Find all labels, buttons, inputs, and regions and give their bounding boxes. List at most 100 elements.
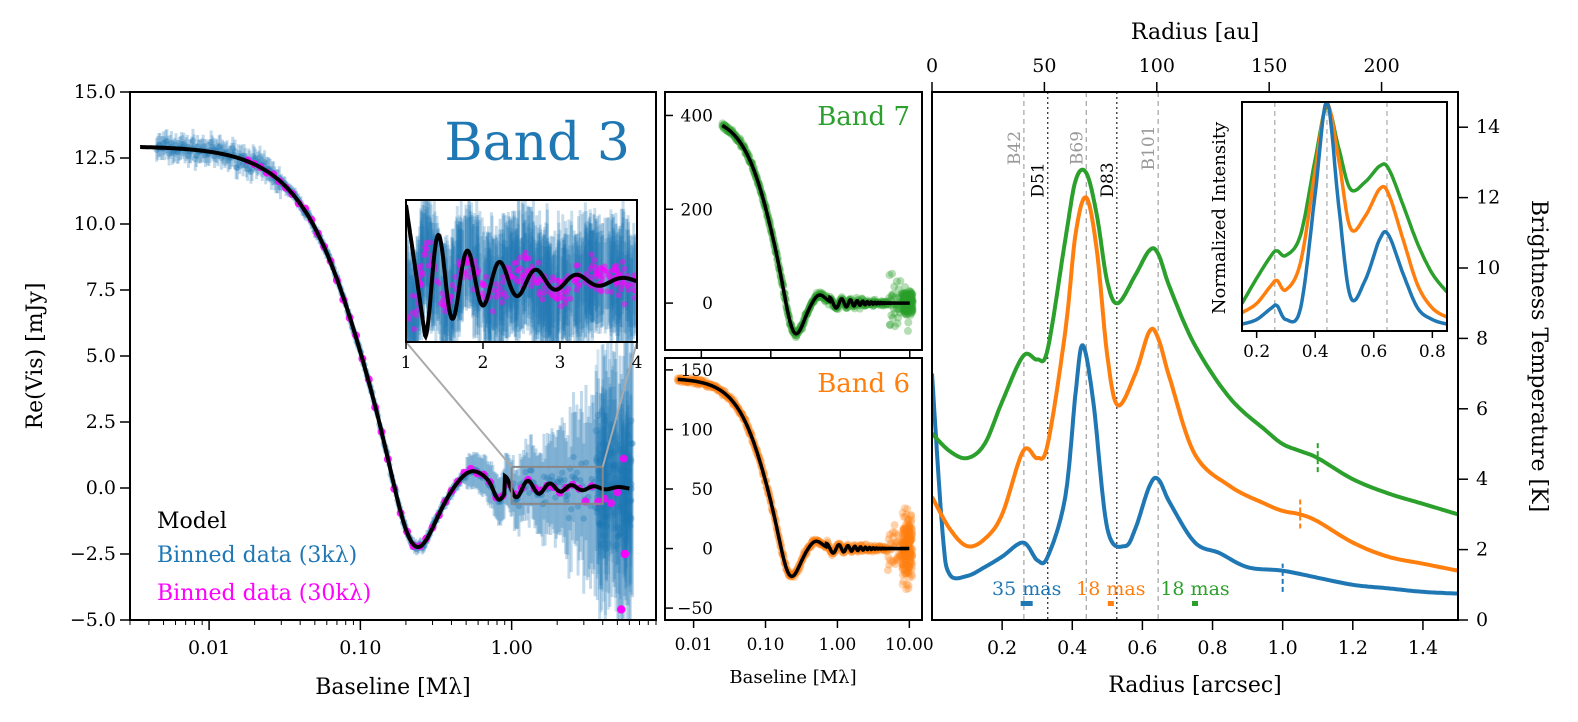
inset-point-30k bbox=[523, 267, 530, 274]
vis-point bbox=[903, 551, 912, 560]
point-3k bbox=[578, 460, 585, 467]
x-tick-label: 0.8 bbox=[1197, 637, 1227, 659]
vis-point-tail bbox=[902, 530, 911, 539]
y-tick-label: 6 bbox=[1476, 398, 1488, 420]
vis-point bbox=[895, 293, 904, 302]
vis-point bbox=[901, 292, 910, 301]
vis-point bbox=[889, 290, 898, 299]
profile-band3 bbox=[932, 343, 1458, 596]
radial-x-ticks: 0.2 0.4 0.6 0.8 1.0 1.2 1.4 bbox=[987, 620, 1438, 659]
point-3k bbox=[629, 440, 636, 447]
point-3k bbox=[565, 514, 573, 522]
y-tick-label: 12 bbox=[1476, 187, 1500, 209]
vis-point-tail bbox=[904, 309, 913, 318]
vis-point-tail bbox=[904, 561, 913, 570]
inset-point-30k bbox=[621, 265, 628, 272]
point-3k bbox=[180, 141, 188, 148]
vis-point-tail bbox=[902, 539, 911, 548]
point-3k bbox=[615, 532, 623, 539]
point-3k bbox=[599, 440, 607, 447]
vis-point-tail bbox=[900, 540, 909, 549]
point-3k bbox=[209, 143, 216, 151]
point-3k bbox=[548, 472, 556, 480]
band6-x-axis-label: Baseline [Mλ] bbox=[729, 667, 856, 688]
inset-point-30k bbox=[478, 279, 485, 286]
vis-point-tail bbox=[906, 553, 915, 562]
vis-point-tail bbox=[902, 548, 911, 557]
vis-point-tail bbox=[904, 291, 913, 300]
vis-point-tail bbox=[906, 555, 915, 564]
inset-point-30k bbox=[493, 280, 500, 287]
point-3k bbox=[603, 472, 610, 479]
vis-point-tail bbox=[908, 298, 917, 307]
point-3k-tail bbox=[600, 532, 608, 540]
point-30k bbox=[619, 454, 628, 463]
point-3k-tail bbox=[604, 462, 612, 470]
vis-point-tail bbox=[907, 309, 916, 318]
point-3k bbox=[595, 468, 602, 475]
vis-point-tail bbox=[906, 293, 915, 302]
vis-point-tail bbox=[905, 538, 914, 547]
resolution-label-band7: 18 mas bbox=[1160, 578, 1229, 600]
inset-point-30k bbox=[550, 277, 557, 284]
point-3k-tail bbox=[595, 519, 603, 527]
y-tick-label: 0 bbox=[702, 294, 713, 314]
vis-point-tail bbox=[905, 550, 914, 559]
vis-point-tail bbox=[900, 303, 909, 312]
vis-point bbox=[888, 528, 897, 537]
vis-point-tail bbox=[900, 293, 909, 302]
vis-point-tail bbox=[906, 304, 915, 313]
point-3k-tail bbox=[595, 474, 603, 482]
vis-point-tail bbox=[898, 564, 907, 573]
radial-y-axis-label: Brightness Temperature [K] bbox=[1526, 200, 1551, 512]
point-3k bbox=[261, 158, 268, 166]
vis-point-tail bbox=[906, 538, 915, 547]
model-curve bbox=[140, 145, 630, 549]
vis-point-tail bbox=[901, 556, 910, 565]
inset-point-30k bbox=[418, 282, 425, 289]
band7-data-layer bbox=[718, 119, 917, 342]
vis-point bbox=[886, 320, 895, 329]
band7-axes-frame bbox=[664, 91, 923, 351]
x-tick-label: 0.10 bbox=[339, 637, 381, 659]
point-3k-tail bbox=[627, 480, 635, 488]
vis-point-tail bbox=[901, 304, 910, 313]
vis-point-tail bbox=[903, 560, 912, 569]
vis-point-tail bbox=[899, 524, 908, 533]
resolution-beam-band7 bbox=[1192, 601, 1198, 606]
point-3k-tail bbox=[594, 411, 602, 419]
point-3k-tail bbox=[627, 458, 635, 466]
vis-point-tail bbox=[906, 304, 915, 313]
inset-point-30k bbox=[427, 239, 434, 246]
profile-band6 bbox=[932, 195, 1458, 573]
x-tick-label: 1.2 bbox=[1338, 637, 1368, 659]
x-tick-label: 1.4 bbox=[1408, 637, 1438, 659]
inset-point-30k bbox=[409, 309, 416, 316]
inset-x-tick-label: 0.8 bbox=[1419, 342, 1446, 362]
point-3k bbox=[168, 139, 175, 147]
vis-point-tail bbox=[907, 515, 916, 524]
feature-label-B101: B101 bbox=[1139, 126, 1159, 171]
vis-point bbox=[855, 304, 864, 313]
vis-point bbox=[895, 292, 904, 301]
vis-point bbox=[902, 307, 911, 316]
vis-point-tail bbox=[904, 536, 913, 545]
y-tick-label: −5.0 bbox=[70, 609, 116, 631]
vis-point bbox=[899, 306, 908, 315]
point-3k-tail bbox=[625, 517, 633, 525]
point-3k bbox=[627, 497, 634, 505]
vis-point-tail bbox=[905, 540, 914, 549]
radial-y-ticks: 0 2 4 6 8 10 12 14 bbox=[1458, 116, 1500, 631]
point-3k-tail bbox=[624, 467, 632, 475]
point-3k-tail bbox=[602, 545, 610, 553]
vis-point-tail bbox=[903, 303, 912, 312]
point-3k-tail bbox=[622, 479, 630, 487]
point-3k bbox=[527, 466, 534, 474]
point-3k bbox=[192, 155, 199, 163]
point-3k bbox=[256, 154, 264, 161]
point-3k-tail bbox=[602, 412, 610, 420]
vis-point-tail bbox=[898, 580, 907, 589]
y-tick-label: 2 bbox=[1476, 539, 1488, 561]
